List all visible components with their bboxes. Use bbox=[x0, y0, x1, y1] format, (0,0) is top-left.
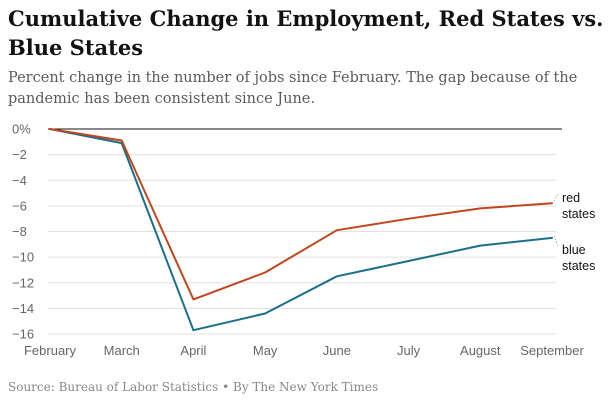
chart-title: Cumulative Change in Employment, Red Sta… bbox=[8, 6, 604, 60]
blue-states-label: states bbox=[562, 259, 595, 273]
chart-subtitle: Percent change in the number of jobs sin… bbox=[8, 70, 578, 107]
y-tick-label: −4 bbox=[12, 173, 27, 188]
y-tick-label: −14 bbox=[12, 301, 34, 316]
x-tick-label: July bbox=[397, 343, 421, 358]
red-states-label: states bbox=[562, 207, 595, 221]
x-tick-label: September bbox=[520, 343, 584, 358]
x-tick-label: May bbox=[253, 343, 278, 358]
red-states-line bbox=[49, 128, 553, 301]
y-tick-label: −2 bbox=[12, 147, 27, 162]
blue-states-line bbox=[49, 128, 553, 332]
blue-states-label: blue bbox=[562, 243, 586, 257]
y-tick-label: −10 bbox=[12, 250, 34, 265]
x-tick-label: June bbox=[323, 343, 351, 358]
x-tick-label: April bbox=[180, 343, 206, 358]
y-tick-label: −6 bbox=[12, 198, 27, 213]
source-note: Source: Bureau of Labor Statistics • By … bbox=[8, 380, 379, 394]
series-layer bbox=[49, 128, 553, 332]
y-tick-label: −8 bbox=[12, 224, 27, 239]
label-layer: red states blue states bbox=[553, 191, 595, 273]
red-states-label: red bbox=[562, 191, 580, 205]
series-label-leader bbox=[553, 193, 559, 202]
x-tick-label: February bbox=[24, 343, 77, 358]
x-tick-label: August bbox=[460, 343, 501, 358]
y-tick-label: 0% bbox=[12, 122, 31, 137]
x-tick-label: March bbox=[104, 343, 140, 358]
y-tick-label: −16 bbox=[12, 327, 34, 342]
series-label-leader bbox=[553, 235, 559, 247]
y-tick-label: −12 bbox=[12, 275, 34, 290]
